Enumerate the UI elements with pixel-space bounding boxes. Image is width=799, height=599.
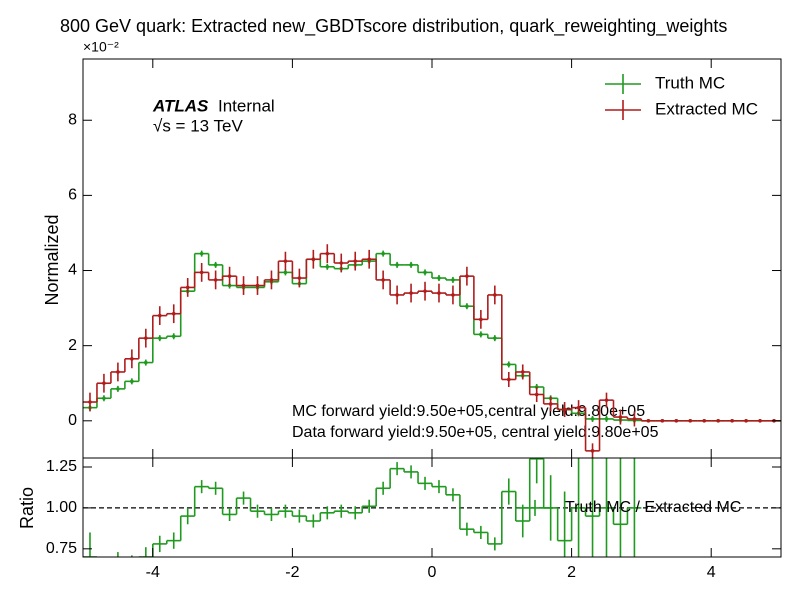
- y-tick-label: 8: [68, 111, 77, 128]
- data-point: [353, 259, 358, 263]
- data-point: [604, 398, 609, 402]
- data-point: [548, 402, 553, 406]
- data-point: [423, 289, 427, 293]
- plot-area: [83, 458, 781, 557]
- y-tick-label: 1.25: [46, 458, 77, 475]
- x-tick-label: 4: [707, 564, 716, 581]
- data-point: [520, 370, 525, 374]
- x-tick-label: -4: [146, 564, 160, 581]
- data-point: [157, 313, 162, 318]
- chart-title: 800 GeV quark: Extracted new_GBDTscore d…: [60, 16, 727, 37]
- data-point: [688, 419, 693, 423]
- data-point: [465, 304, 469, 309]
- data-point: [144, 336, 148, 340]
- x-tick-label: 2: [567, 564, 576, 581]
- data-point: [674, 419, 679, 423]
- data-point: [367, 257, 371, 262]
- data-point: [102, 381, 106, 386]
- data-point: [283, 259, 288, 263]
- legend-label: Truth MC: [655, 73, 725, 92]
- data-point: [157, 336, 162, 340]
- data-point: [325, 264, 330, 269]
- data-point: [618, 415, 623, 419]
- x-tick-label: -2: [285, 564, 299, 581]
- data-point: [590, 449, 595, 453]
- data-point: [451, 293, 455, 297]
- data-point: [255, 283, 260, 288]
- energy-label: √s = 13 TeV: [153, 116, 243, 135]
- data-point: [339, 261, 344, 265]
- data-point: [506, 362, 511, 367]
- data-point: [171, 311, 176, 316]
- y-tick-label: 0.75: [46, 540, 77, 557]
- data-point: [297, 276, 302, 280]
- data-point: [479, 332, 483, 337]
- data-point: [171, 334, 176, 339]
- data-point: [576, 405, 581, 410]
- data-point: [381, 251, 385, 256]
- data-point: [199, 251, 204, 256]
- data-point: [102, 396, 106, 401]
- y-axis-label: Normalized: [42, 214, 62, 305]
- data-point: [632, 417, 637, 421]
- data-point: [395, 293, 399, 297]
- data-point: [758, 419, 762, 423]
- y-tick-label: 1.00: [46, 499, 77, 516]
- data-point: [409, 263, 413, 267]
- offset-label: ×10⁻²: [83, 39, 119, 55]
- legend-label: Extracted MC: [655, 99, 758, 118]
- data-point: [702, 419, 707, 423]
- data-point: [716, 419, 720, 423]
- data-point: [730, 419, 734, 423]
- data-point: [493, 293, 497, 297]
- y-tick-label: 6: [68, 187, 77, 204]
- y-tick-label: 2: [68, 337, 77, 354]
- data-point: [130, 357, 134, 361]
- data-point: [144, 360, 148, 365]
- data-point: [479, 317, 483, 322]
- data-point: [590, 417, 595, 421]
- data-point: [199, 270, 204, 275]
- data-point: [283, 270, 288, 275]
- data-point: [437, 291, 441, 295]
- y-tick-label: 4: [68, 262, 77, 279]
- data-point: [562, 407, 567, 412]
- data-point: [269, 278, 274, 282]
- x-tick-label: 0: [428, 564, 437, 581]
- data-point: [325, 251, 330, 256]
- data-point: [744, 419, 748, 423]
- data-point: [213, 278, 218, 282]
- data-point: [185, 285, 190, 290]
- data-point: [88, 400, 92, 404]
- data-point: [227, 274, 232, 278]
- data-point: [604, 417, 609, 421]
- data-point: [409, 291, 413, 295]
- data-point: [451, 278, 455, 282]
- y-axis-label: Ratio: [17, 487, 37, 529]
- data-point: [646, 419, 651, 423]
- legend-label: Truth MC / Extracted MC: [565, 499, 741, 516]
- data-point: [465, 274, 469, 278]
- plot-area: [83, 244, 781, 458]
- data-point: [116, 370, 120, 374]
- data-point: [437, 276, 441, 280]
- y-tick-label: 0: [68, 412, 77, 429]
- status-label: Internal: [218, 96, 275, 115]
- data-point: [493, 336, 497, 340]
- data-point: [423, 270, 427, 275]
- data-point: [241, 283, 246, 288]
- data-point: [130, 379, 134, 384]
- data-point: [311, 257, 316, 262]
- data-point: [534, 392, 539, 397]
- annotation: Data forward yield:9.50e+05, central yie…: [292, 424, 659, 441]
- experiment-label: ATLAS: [152, 96, 209, 115]
- data-point: [213, 263, 218, 267]
- data-point: [660, 419, 665, 423]
- data-point: [395, 263, 399, 267]
- data-point: [506, 377, 511, 382]
- data-point: [116, 387, 120, 391]
- data-point: [381, 278, 385, 282]
